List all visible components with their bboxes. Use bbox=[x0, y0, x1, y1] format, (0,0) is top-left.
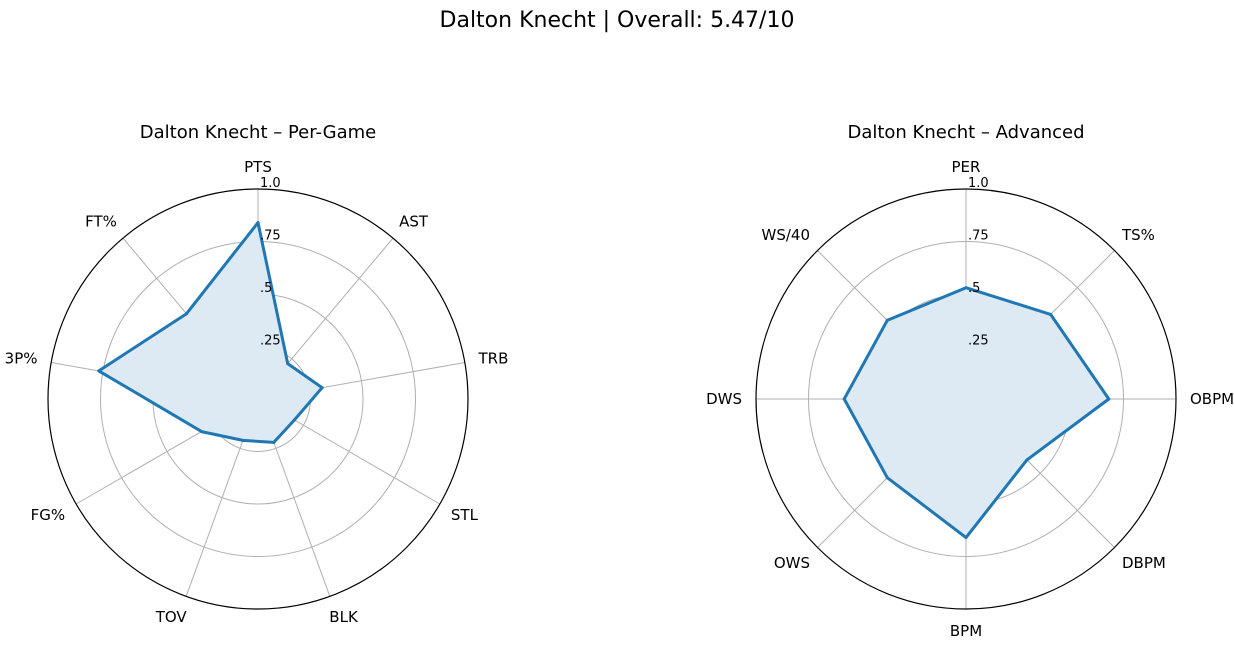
data-point-per bbox=[964, 286, 968, 290]
category-label-trb: TRB bbox=[478, 350, 509, 368]
category-label-dbpm: DBPM bbox=[1122, 554, 1166, 572]
series-area bbox=[98, 222, 323, 443]
data-point-fg-pct bbox=[200, 430, 204, 434]
data-point-trb bbox=[320, 386, 324, 390]
data-point-ws-40 bbox=[885, 318, 889, 322]
data-point-blk bbox=[272, 440, 276, 444]
data-point-tov bbox=[241, 438, 245, 442]
outer-frame bbox=[755, 188, 1177, 610]
category-label-ft-pct: FT% bbox=[85, 212, 117, 230]
series-line bbox=[97, 221, 324, 444]
data-point-ft-pct bbox=[185, 312, 188, 316]
radial-tick-label: 1.0 bbox=[260, 176, 281, 191]
category-label-3p-pct: 3P% bbox=[5, 350, 38, 368]
data-point-dbpm bbox=[1025, 458, 1029, 462]
series-area bbox=[844, 287, 1109, 538]
radial-tick-label: .25 bbox=[968, 334, 989, 349]
chart-title: Dalton Knecht – Per-Game bbox=[140, 122, 376, 143]
radial-tick-label: .25 bbox=[260, 334, 281, 349]
figure-title: Dalton Knecht | Overall: 5.47/10 bbox=[439, 8, 795, 33]
data-point-3p-pct bbox=[97, 369, 101, 373]
data-point-stl bbox=[292, 418, 296, 422]
category-label-pts: PTS bbox=[244, 158, 272, 176]
data-point-ts-pct bbox=[1049, 312, 1053, 316]
category-label-ts-pct: TS% bbox=[1121, 226, 1155, 244]
data-point-ast bbox=[286, 362, 290, 366]
category-label-tov: TOV bbox=[155, 608, 188, 626]
radial-tick-label: .75 bbox=[968, 229, 989, 244]
category-label-blk: BLK bbox=[329, 608, 359, 626]
data-point-bpm bbox=[964, 536, 968, 540]
category-label-ast: AST bbox=[399, 212, 429, 230]
category-label-dws: DWS bbox=[706, 390, 742, 408]
radial-tick-label: .5 bbox=[260, 281, 272, 296]
data-point-ows bbox=[885, 476, 889, 480]
radial-tick-label: .75 bbox=[260, 229, 281, 244]
category-label-ws-40: WS/40 bbox=[762, 226, 811, 244]
radial-tick-label: .5 bbox=[968, 281, 980, 296]
category-label-bpm: BPM bbox=[950, 622, 982, 640]
outer-frame bbox=[47, 188, 469, 610]
category-label-ows: OWS bbox=[774, 554, 810, 572]
chart-title: Dalton Knecht – Advanced bbox=[847, 122, 1084, 143]
category-label-obpm: OBPM bbox=[1190, 390, 1234, 408]
category-label-fg-pct: FG% bbox=[31, 506, 66, 524]
category-label-stl: STL bbox=[451, 506, 479, 524]
category-label-per: PER bbox=[952, 158, 981, 176]
data-point-obpm bbox=[1107, 397, 1111, 401]
radial-tick-label: 1.0 bbox=[968, 176, 989, 191]
data-point-dws bbox=[842, 397, 846, 401]
data-point-pts bbox=[256, 221, 260, 225]
